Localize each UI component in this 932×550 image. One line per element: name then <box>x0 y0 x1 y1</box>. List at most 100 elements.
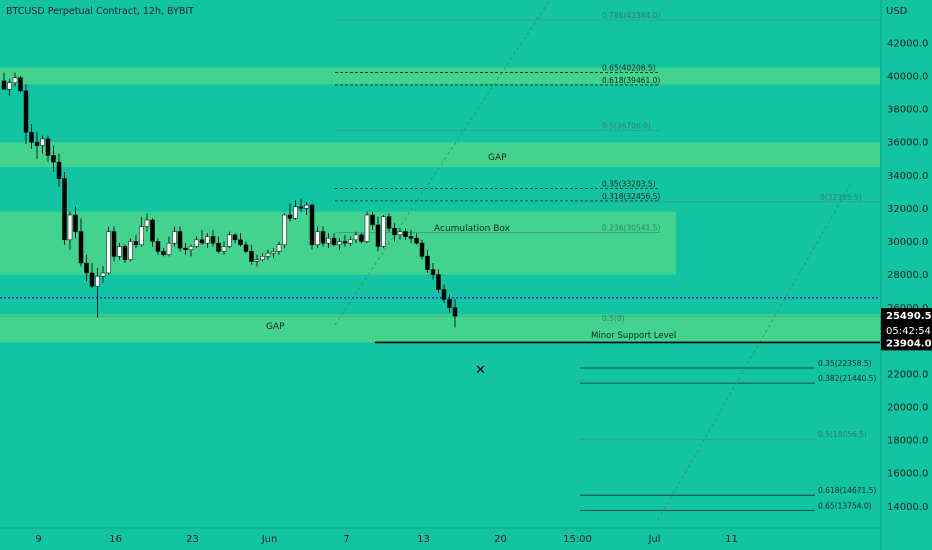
price-badge-value: 25490.5 <box>886 311 932 322</box>
candle-body-59 <box>326 237 331 244</box>
candle-body-52 <box>287 214 293 219</box>
trend-line-lower <box>657 184 851 521</box>
candle-body-11 <box>62 178 67 241</box>
y-tick-label-13: 40000.0 <box>887 72 928 83</box>
y-tick-label-7: 28000.0 <box>887 270 928 281</box>
x-axis: 9 16 23 Jun 7 13 20 15:00 Jul 11 <box>0 527 880 545</box>
candle-body-14 <box>78 231 84 264</box>
candle-body-38 <box>210 236 216 244</box>
y-tick-label-0: 14000.0 <box>887 502 928 513</box>
candle-body-77 <box>425 256 430 270</box>
candle-body-26 <box>144 219 150 227</box>
gap-lower-label: GAP <box>266 322 285 332</box>
candles-layer <box>1 72 458 328</box>
y-tick-label-9: 32000.0 <box>887 204 928 215</box>
zone-0 <box>0 67 880 85</box>
candle-body-30 <box>166 242 172 255</box>
candle-body-27 <box>150 219 155 242</box>
candle-body-28 <box>155 241 161 252</box>
candle-body-58 <box>320 231 326 244</box>
candle-body-34 <box>188 246 194 251</box>
x-tick-label-4: 7 <box>343 534 349 545</box>
y-tick-label-1: 16000.0 <box>887 469 928 480</box>
currency-label: USD <box>886 6 908 17</box>
candle-body-63 <box>348 239 353 244</box>
candle-body-10 <box>56 161 62 179</box>
candle-body-65 <box>359 234 364 242</box>
candle-body-41 <box>227 234 232 247</box>
candle-body-49 <box>271 251 276 254</box>
candle-body-1 <box>7 82 12 90</box>
candle-body-39 <box>216 242 221 252</box>
candle-body-12 <box>67 214 73 241</box>
candle-body-24 <box>133 241 139 246</box>
candle-body-56 <box>309 204 315 246</box>
candle-body-13 <box>73 214 78 232</box>
candle-body-45 <box>249 251 254 262</box>
candle-body-25 <box>139 226 144 246</box>
candle-body-16 <box>89 272 95 287</box>
candle-body-71 <box>392 228 397 236</box>
candle-body-6 <box>34 141 40 146</box>
candle-body-47 <box>260 256 265 260</box>
y-tick-label-8: 30000.0 <box>887 237 928 248</box>
candle-body-20 <box>111 231 117 257</box>
fib-label-4: 0.35(33203.5) <box>602 179 656 188</box>
x-tick-label-9: 11 <box>725 534 738 545</box>
chart-title: BTCUSD Perpetual Contract, 12h, BYBIT <box>6 6 194 17</box>
fib-label-2: 0.618(39461.0) <box>602 76 660 85</box>
candle-body-22 <box>122 246 128 260</box>
gap-upper-label: GAP <box>488 153 507 163</box>
candle-body-67 <box>370 214 375 226</box>
candle-body-35 <box>194 239 199 247</box>
candle-body-62 <box>342 241 348 244</box>
trend-lines-layer <box>0 0 880 521</box>
y-tick-label-3: 20000.0 <box>887 403 928 414</box>
candle-body-60 <box>331 237 337 246</box>
y-tick-label-2: 18000.0 <box>887 436 928 447</box>
y-tick-label-14: 42000.0 <box>887 38 928 49</box>
candle-body-68 <box>375 224 381 247</box>
minor-support-label: Minor Support Level <box>591 331 676 341</box>
candle-body-54 <box>298 206 304 209</box>
countdown-value: 05:42:54 <box>886 326 931 337</box>
zone-1 <box>0 142 880 168</box>
fib-label-10: 0.5(18056.5) <box>818 430 867 439</box>
candle-body-51 <box>282 214 287 246</box>
zones-layer <box>0 67 880 343</box>
candle-body-37 <box>205 236 210 244</box>
y-tick-label-12: 38000.0 <box>887 105 928 116</box>
candle-body-79 <box>436 274 441 290</box>
trend-line-upper <box>334 0 551 326</box>
support-badge <box>881 334 932 351</box>
candle-body-75 <box>414 237 419 244</box>
fib-label-9: 0.382(21440.5) <box>818 374 876 383</box>
fib-lines-layer: 0.786(43384.0) 0.65(40208.5) 0.618(39461.0… <box>335 11 880 511</box>
candle-body-33 <box>183 247 188 251</box>
candle-body-43 <box>238 239 243 246</box>
y-tick-label-11: 36000.0 <box>887 138 928 149</box>
candle-body-48 <box>265 252 271 257</box>
fib-label-12: 0.65(13754.0) <box>818 501 872 510</box>
candle-body-18 <box>100 272 106 277</box>
cross-marker: ✕ <box>475 363 486 378</box>
fib-label-6: 0.236(30541.5) <box>602 224 660 233</box>
candle-body-73 <box>403 231 408 237</box>
candle-body-15 <box>84 262 89 274</box>
candle-body-55 <box>304 204 309 209</box>
candle-body-66 <box>364 214 370 242</box>
candle-body-53 <box>293 206 298 219</box>
small-level-label: 0.5(0) <box>602 314 625 323</box>
x-tick-label-3: Jun <box>261 534 278 545</box>
x-tick-label-7: 15:00 <box>563 534 592 545</box>
candle-body-7 <box>40 138 45 146</box>
annotations-layer: GAP Acumulation Box GAP Minor Support Level… <box>266 153 932 378</box>
x-tick-label-6: 20 <box>494 534 507 545</box>
fib-label-5: 0.318(32456.5) <box>602 192 660 201</box>
candle-body-74 <box>408 236 414 239</box>
candle-body-42 <box>232 234 238 241</box>
candle-body-2 <box>12 77 18 83</box>
candle-body-78 <box>430 269 436 275</box>
